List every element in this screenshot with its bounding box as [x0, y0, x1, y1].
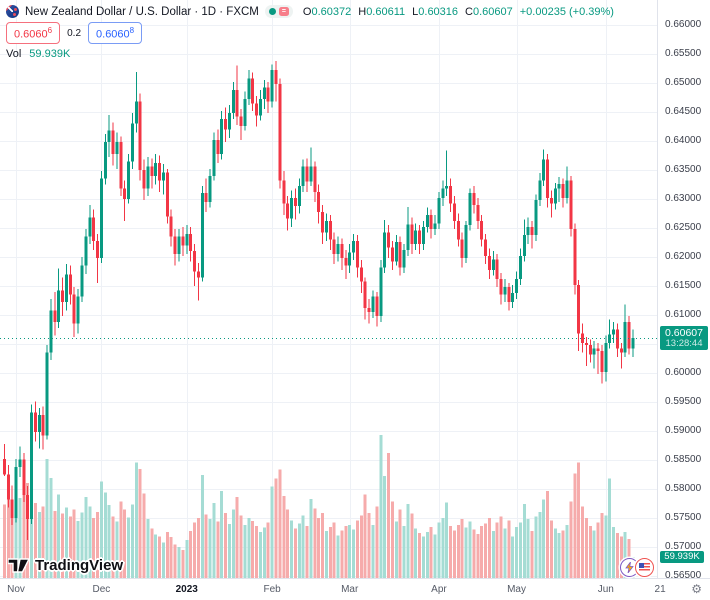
- chart-canvas[interactable]: [0, 0, 657, 578]
- close-key: C: [465, 5, 473, 18]
- time-tick-label: Apr: [431, 584, 447, 595]
- time-tick-label: Feb: [263, 584, 281, 595]
- time-scale[interactable]: ⚙ Nov Dec 2023 Feb Mar Apr May Jun 21: [0, 578, 710, 600]
- price-tick-label: 0.66000: [665, 19, 702, 30]
- price-scale[interactable]: 0.60607 13:28:44 59.939K 0.66000 0.65500 0…: [657, 0, 710, 581]
- price-tick-label: 0.58000: [665, 483, 702, 494]
- ohlc-readout: O0.60372 H0.60611 L0.60316 C0.60607 +0.0…: [303, 6, 614, 18]
- sell-price-button[interactable]: 0.60606: [6, 21, 61, 45]
- price-tick-label: 0.62500: [665, 222, 702, 233]
- us-market-flag-icon[interactable]: [635, 558, 654, 577]
- price-tick-label: 0.63500: [665, 164, 702, 175]
- price-tick-label: 0.64500: [665, 106, 702, 117]
- buy-price-button[interactable]: 0.60608: [88, 21, 143, 45]
- open-value: 0.60372: [311, 5, 352, 18]
- us-flag-canton: [639, 563, 644, 568]
- low-value: 0.60316: [418, 5, 459, 18]
- last-price-label: 0.60607 13:28:44: [660, 325, 708, 350]
- gear-icon[interactable]: ⚙: [691, 582, 702, 596]
- tradingview-mark-icon: [8, 558, 30, 573]
- price-tick-label: 0.60000: [665, 367, 702, 378]
- price-tick-label: 0.65000: [665, 77, 702, 88]
- tradingview-logo-text: TradingView: [35, 557, 124, 574]
- time-tick-label: Nov: [7, 584, 25, 595]
- time-tick-label: 21: [654, 584, 666, 595]
- high-key: H: [358, 5, 367, 18]
- market-open-dot-icon: [268, 8, 276, 15]
- last-price-value: 0.60607: [665, 326, 703, 339]
- price-tick-label: 0.64000: [665, 135, 702, 146]
- symbol-title[interactable]: New Zealand Dollar / U.S. Dollar · 1D · …: [25, 5, 259, 18]
- low-key: L: [412, 5, 419, 18]
- price-tick-label: 0.56500: [665, 570, 702, 581]
- time-tick-label: Jun: [597, 584, 614, 595]
- price-tick-label: 0.63000: [665, 193, 702, 204]
- price-tick-label: 0.62000: [665, 251, 702, 262]
- price-tick-label: 0.59500: [665, 396, 702, 407]
- open-key: O: [302, 5, 312, 18]
- volume-legend-value: 59.939K: [29, 48, 71, 60]
- time-tick-label: Dec: [92, 584, 111, 595]
- volume-legend-label[interactable]: Vol: [6, 48, 22, 60]
- change-value: +0.00235 (+0.39%): [519, 5, 614, 18]
- spread-value: 0.2: [67, 27, 82, 39]
- market-status-pill[interactable]: =: [264, 5, 293, 18]
- time-tick-label: May: [507, 584, 526, 595]
- price-tick-label: 0.59000: [665, 425, 702, 436]
- price-tick-label: 0.57500: [665, 512, 702, 523]
- status-bubbles: [620, 558, 654, 577]
- price-tick-label: 0.61000: [665, 309, 702, 320]
- tradingview-logo[interactable]: TradingView: [8, 557, 123, 574]
- price-tick-label: 0.61500: [665, 280, 702, 291]
- price-tick-label: 0.57000: [665, 541, 702, 552]
- volume-axis-label: 59.939K: [660, 551, 704, 564]
- bar-countdown: 13:28:44: [665, 337, 703, 349]
- close-value: 0.60607: [472, 5, 513, 18]
- time-tick-label: Mar: [341, 584, 359, 595]
- price-tick-label: 0.58500: [665, 454, 702, 465]
- chart-legend: New Zealand Dollar / U.S. Dollar · 1D · …: [6, 4, 614, 60]
- nzd-flag-icon: [6, 5, 19, 18]
- price-tick-label: 0.65500: [665, 48, 702, 59]
- high-value: 0.60611: [366, 5, 406, 18]
- us-flag-stripes: [639, 563, 650, 572]
- data-mode-icon: =: [278, 7, 289, 16]
- time-tick-label: 2023: [175, 584, 198, 595]
